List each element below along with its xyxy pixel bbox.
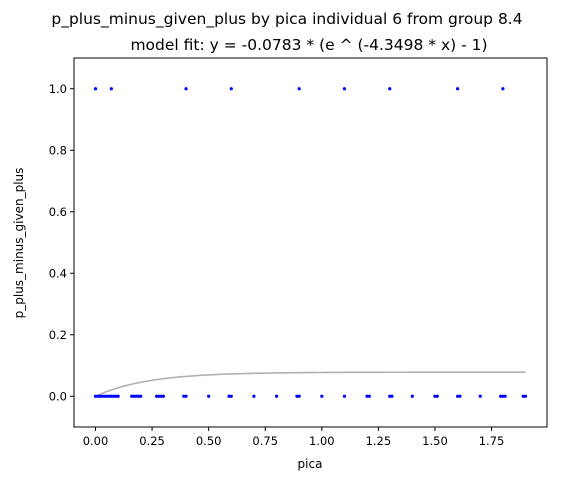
data-point xyxy=(93,87,98,91)
data-point xyxy=(134,394,138,398)
data-point xyxy=(207,394,211,398)
x-tick-label: 0.00 xyxy=(83,434,109,448)
data-point xyxy=(458,394,462,398)
data-point xyxy=(229,394,233,398)
data-point xyxy=(297,87,301,91)
data-point xyxy=(435,394,439,398)
y-tick-label: 0.4 xyxy=(49,266,67,280)
data-point xyxy=(139,394,143,398)
y-tick-label: 0.0 xyxy=(49,389,67,403)
x-tick-label: 1.50 xyxy=(422,434,448,448)
x-axis-ticks: 0.00 0.25 0.50 0.75 1.00 1.25 1.50 1.75 xyxy=(83,427,505,448)
data-point xyxy=(93,394,98,398)
data-point xyxy=(523,394,528,398)
data-point xyxy=(100,394,104,398)
data-point xyxy=(297,394,301,398)
data-point xyxy=(132,394,136,398)
data-point xyxy=(521,394,525,398)
data-point xyxy=(342,87,347,91)
y-axis-ticks: 0.0 0.2 0.4 0.6 0.8 1.0 xyxy=(49,82,74,403)
data-point xyxy=(109,87,113,91)
data-point xyxy=(433,394,437,398)
data-point xyxy=(155,394,159,398)
y-tick-label: 1.0 xyxy=(49,82,67,96)
data-point xyxy=(105,394,109,398)
data-point xyxy=(96,394,100,398)
x-tick-label: 0.50 xyxy=(196,434,222,448)
data-point xyxy=(320,394,324,398)
data-point xyxy=(501,87,505,91)
y-tick-label: 0.8 xyxy=(49,143,67,157)
data-point xyxy=(274,394,279,398)
data-points-layer xyxy=(93,87,528,398)
data-point xyxy=(367,394,371,398)
x-tick-label: 0.25 xyxy=(139,434,165,448)
data-point xyxy=(252,394,256,398)
x-tick-label: 1.00 xyxy=(309,434,335,448)
data-point xyxy=(342,394,347,398)
data-point xyxy=(501,394,505,398)
x-axis-label: pica xyxy=(298,457,323,471)
data-point xyxy=(157,394,161,398)
chart-title: p_plus_minus_given_plus by pica individu… xyxy=(51,10,522,29)
data-point xyxy=(184,87,188,91)
x-tick-label: 1.25 xyxy=(366,434,392,448)
data-point xyxy=(456,87,460,91)
data-point xyxy=(365,394,369,398)
data-point xyxy=(114,394,118,398)
plot-area-frame xyxy=(73,57,548,428)
data-point xyxy=(184,394,188,398)
y-tick-label: 0.2 xyxy=(49,328,67,342)
data-point xyxy=(390,394,394,398)
fit-curve-layer xyxy=(95,371,526,397)
data-point xyxy=(499,394,503,398)
data-point xyxy=(112,394,116,398)
data-point xyxy=(161,394,165,398)
data-point xyxy=(182,394,186,398)
data-point xyxy=(388,87,392,91)
data-point xyxy=(388,394,392,398)
data-point xyxy=(410,394,414,398)
data-point xyxy=(295,394,299,398)
y-axis-label: p_plus_minus_given_plus xyxy=(12,168,26,319)
x-tick-label: 0.75 xyxy=(252,434,278,448)
data-point xyxy=(102,394,107,398)
fit-line xyxy=(95,371,526,397)
data-point xyxy=(227,394,231,398)
data-point xyxy=(116,394,120,398)
data-point xyxy=(130,394,134,398)
data-point xyxy=(229,87,233,91)
data-point xyxy=(98,394,102,398)
data-point xyxy=(456,394,460,398)
data-point xyxy=(478,394,482,398)
data-point xyxy=(109,394,113,398)
x-tick-label: 1.75 xyxy=(479,434,505,448)
data-point xyxy=(136,394,141,398)
data-point xyxy=(503,394,507,398)
chart-subtitle: model fit: y = -0.0783 * (e ^ (-4.3498 *… xyxy=(130,36,487,54)
data-point xyxy=(107,394,111,398)
y-tick-label: 0.6 xyxy=(49,205,67,219)
data-point xyxy=(159,394,163,398)
